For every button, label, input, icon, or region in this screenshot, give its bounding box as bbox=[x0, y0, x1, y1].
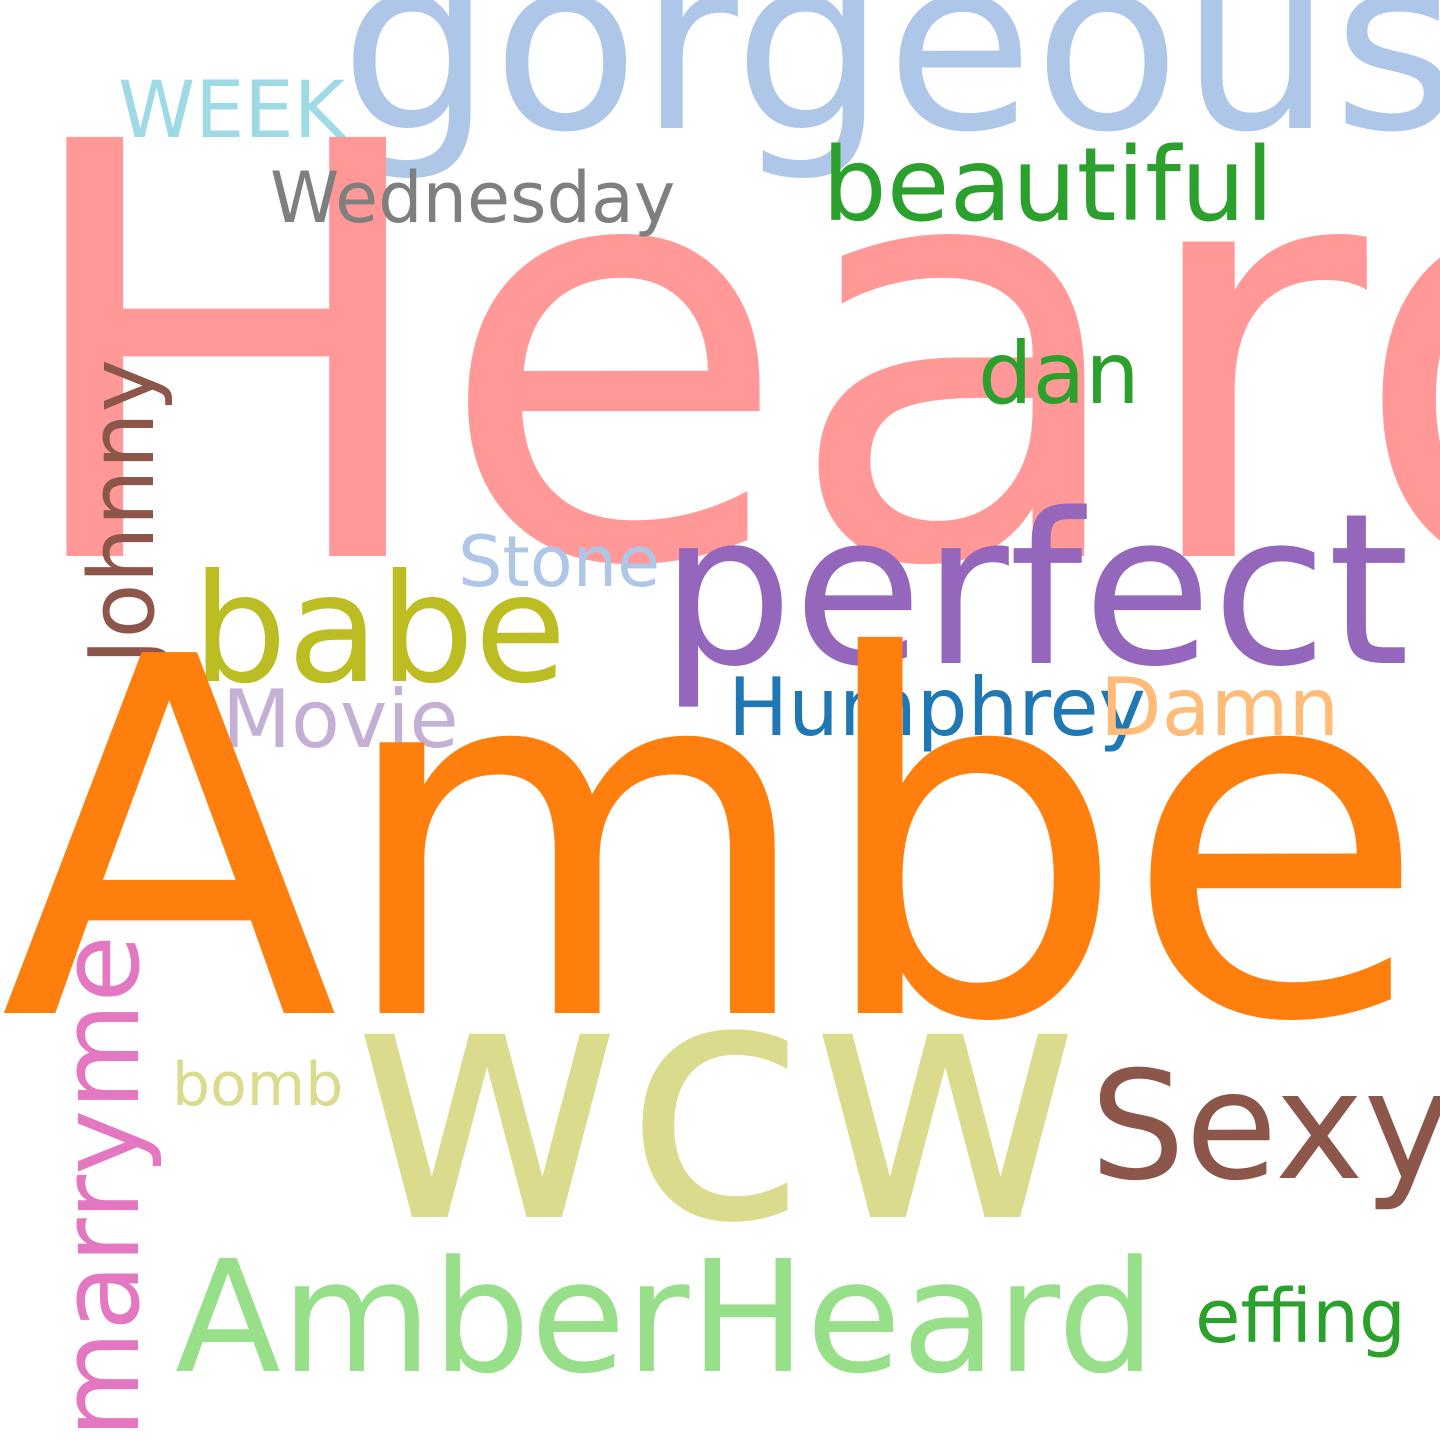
word-effing: effing bbox=[1195, 1274, 1406, 1360]
word-bomb: bomb bbox=[172, 1050, 344, 1120]
word-damn: Damn bbox=[1100, 661, 1340, 754]
word-humphrey: Humphrey bbox=[728, 661, 1146, 754]
word-wcw: wcw bbox=[350, 907, 1083, 1297]
word-week: WEEK bbox=[118, 66, 345, 156]
word-wednesday: Wednesday bbox=[270, 157, 676, 239]
word-amberheard: AmberHeard bbox=[175, 1227, 1156, 1408]
word-gorgeous: gorgeous bbox=[340, 0, 1440, 185]
word-sexy: Sexy bbox=[1090, 1040, 1440, 1214]
word-heard: Heard bbox=[10, 22, 1440, 692]
word-babe: babe bbox=[192, 543, 567, 717]
word-amber: Amber bbox=[0, 554, 1440, 1130]
word-beautiful: beautiful bbox=[822, 126, 1274, 245]
word-stone: Stone bbox=[458, 521, 661, 603]
word-marryme: marryme bbox=[36, 934, 164, 1438]
word-perfect: perfect bbox=[660, 468, 1410, 713]
word-movie: Movie bbox=[222, 673, 459, 766]
word-dan: dan bbox=[978, 324, 1140, 424]
